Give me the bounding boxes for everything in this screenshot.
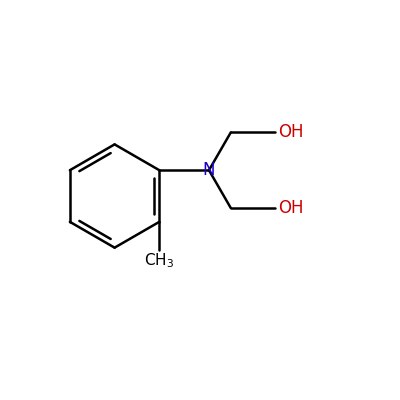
Text: N: N [203,161,215,179]
Text: OH: OH [278,199,303,217]
Text: OH: OH [278,123,303,141]
Text: $\mathregular{CH_3}$: $\mathregular{CH_3}$ [144,252,174,270]
